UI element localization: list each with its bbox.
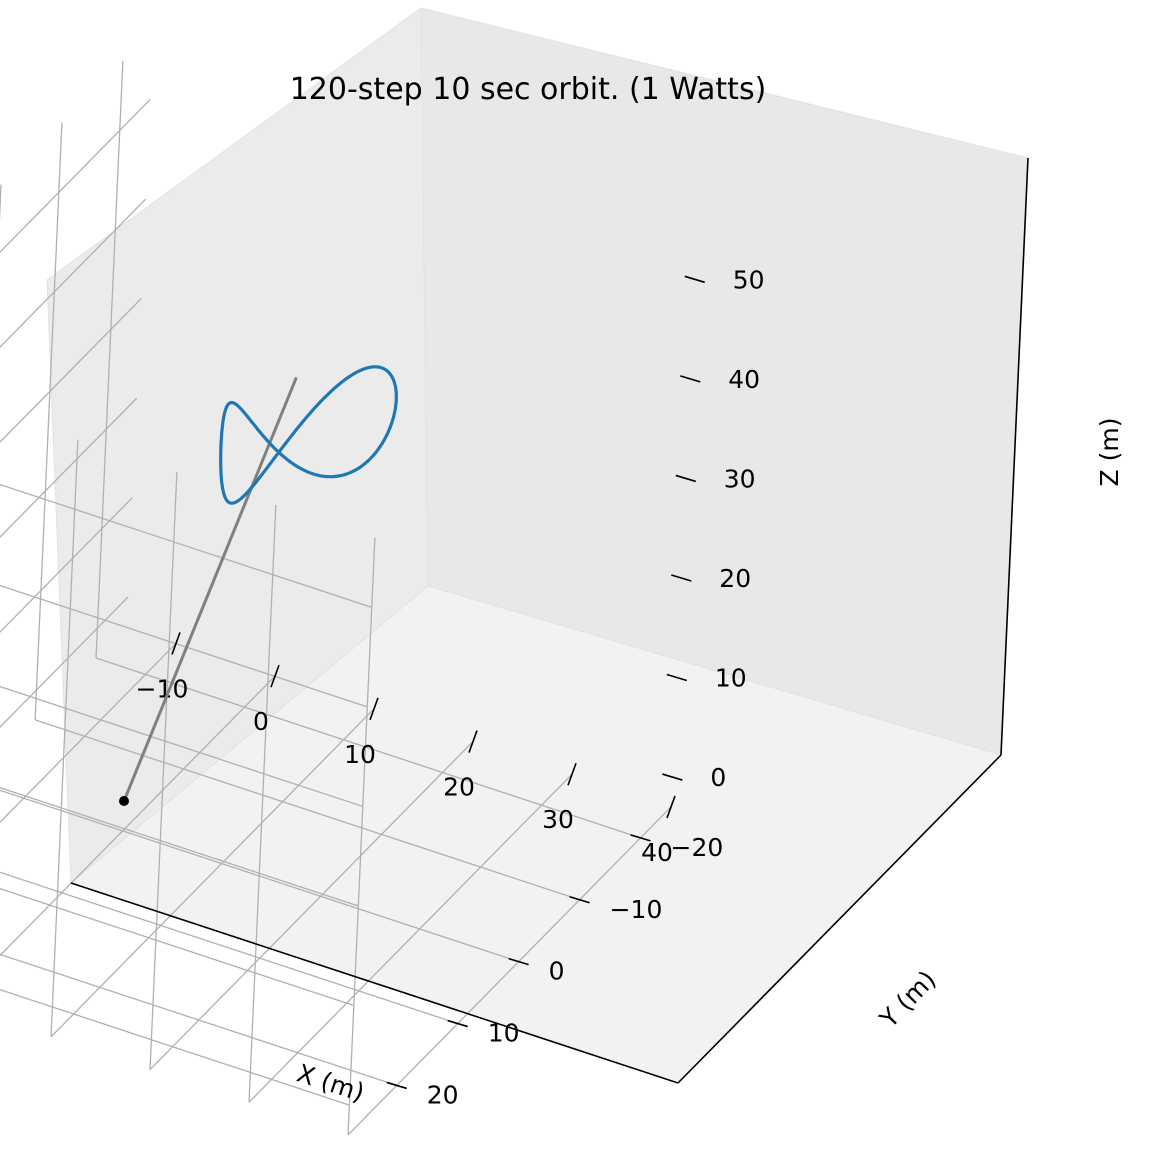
y-tick-mark	[447, 1019, 468, 1028]
z-tick-label: 20	[719, 564, 751, 593]
x-tick-label: 0	[253, 707, 269, 736]
grid-line-x	[248, 773, 573, 1103]
x-tick-mark	[270, 664, 280, 688]
z-tick-label: 30	[724, 464, 756, 493]
grid-line-x	[50, 708, 375, 1038]
chart-title: 120-step 10 sec orbit. (1 Watts)	[290, 72, 767, 107]
grid-line-z	[0, 596, 129, 728]
x-tick-label: 20	[443, 773, 475, 802]
x-tick-label: 40	[641, 838, 673, 867]
grid-line-z	[0, 397, 138, 538]
grid-line-y	[0, 871, 458, 1025]
y-tick-label: −20	[671, 833, 724, 862]
grid-line-x	[0, 675, 276, 957]
x-tick-label: −10	[136, 674, 189, 703]
orbit-line	[219, 365, 398, 505]
grid-line-x	[149, 741, 474, 1071]
z-tick-mark	[666, 673, 688, 682]
grid-line-z	[0, 584, 368, 708]
z-tick-mark	[671, 574, 692, 582]
grid-line-x	[347, 806, 672, 1136]
grid-line-y	[34, 122, 63, 720]
y-axis-line	[677, 754, 1002, 1084]
grid	[0, 60, 672, 1136]
z-tick-label: 50	[733, 265, 765, 294]
x-axis-label: X (m)	[293, 1058, 368, 1107]
z-axis-label: Z (m)	[1095, 418, 1124, 487]
grid-line-z	[0, 497, 133, 633]
z-tick-label: 0	[710, 763, 726, 792]
grid-line-z	[0, 483, 372, 608]
data-layer	[119, 365, 398, 806]
x-tick-mark	[468, 730, 478, 753]
grid-line-z	[0, 298, 142, 443]
y-tick-label: 10	[488, 1019, 520, 1048]
z-tick-label: 10	[715, 664, 747, 693]
x-tick-label: 10	[344, 740, 376, 769]
grid-line-z	[0, 99, 151, 253]
tether-line	[122, 376, 298, 802]
y-tick-mark	[386, 1081, 408, 1090]
grid-line-y	[0, 789, 519, 963]
grid-line-x	[0, 642, 177, 824]
z-tick-mark	[680, 375, 701, 383]
grid-line-z	[0, 989, 350, 1106]
y-tick-label: −10	[610, 895, 663, 924]
y-axis-label: Y (m)	[873, 965, 941, 1034]
z-axis-line	[1000, 157, 1029, 756]
grid-line-x	[50, 439, 79, 1037]
grid-line-y	[95, 657, 641, 839]
y-tick-mark	[569, 896, 590, 904]
x-axis-line	[70, 882, 679, 1084]
y-tick-label: 0	[549, 957, 565, 986]
grid-line-y	[0, 953, 397, 1087]
y-tick-mark	[630, 834, 651, 842]
y-tick-label: 20	[427, 1080, 459, 1109]
x-tick-mark	[171, 632, 181, 655]
z-tick-label: 40	[728, 365, 760, 394]
z-tick-mark	[675, 474, 697, 483]
grid-line-z	[0, 685, 363, 808]
anchor-point	[119, 796, 129, 806]
grid-line-y	[0, 184, 2, 222]
x-tick-mark	[567, 762, 577, 786]
grid-line-y	[34, 719, 580, 901]
grid-line-z	[0, 198, 147, 348]
grid-line-x	[149, 472, 178, 1070]
y-tick-mark	[508, 957, 529, 966]
grid-line-y	[95, 60, 124, 659]
x-tick-mark	[666, 795, 676, 819]
grid-line-z	[0, 887, 355, 1007]
grid-line-x	[248, 504, 277, 1103]
z-tick-mark	[684, 275, 705, 284]
axes	[70, 157, 1029, 1084]
z-tick-mark	[662, 773, 683, 781]
grid-line-x	[347, 537, 376, 1135]
x-tick-label: 30	[542, 805, 574, 834]
x-tick-mark	[369, 697, 379, 721]
grid-line-z	[0, 786, 359, 907]
